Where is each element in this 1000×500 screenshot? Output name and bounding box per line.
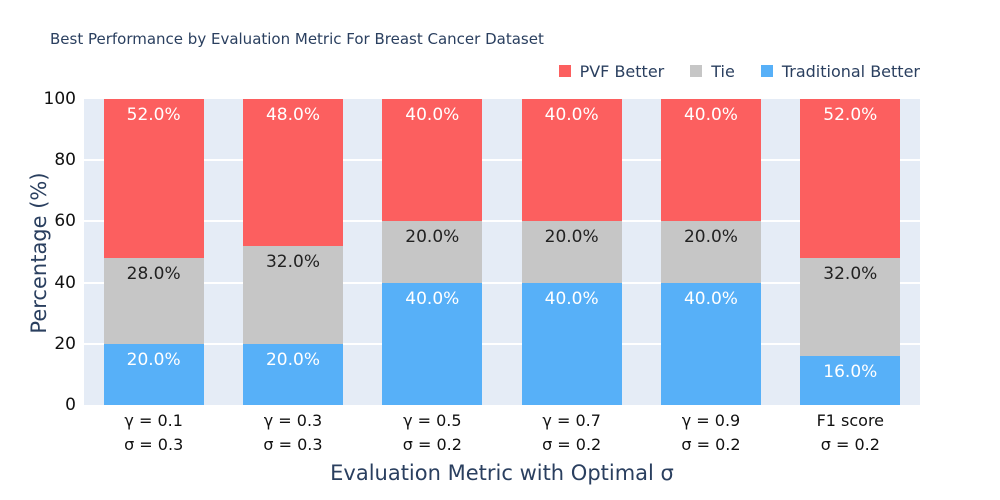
bar-group-gamma-0.9: 40.0% 20.0% 40.0% xyxy=(641,99,780,405)
segment-tie: 20.0% xyxy=(382,221,483,283)
x-tick-line1: γ = 0.5 xyxy=(403,411,462,430)
stacked-bar: 52.0% 28.0% 20.0% xyxy=(103,99,204,405)
legend-item-traditional-better[interactable]: Traditional Better xyxy=(760,61,920,81)
legend-label: PVF Better xyxy=(579,61,665,81)
x-tick-gamma-0.5: γ = 0.5 σ = 0.2 xyxy=(363,409,502,457)
segment-value-label: 32.0% xyxy=(823,264,878,285)
segment-traditional-better: 20.0% xyxy=(103,343,204,405)
legend-label: Tie xyxy=(711,61,735,81)
y-tick: 60 xyxy=(54,211,76,231)
gridline-20 xyxy=(84,343,920,345)
y-axis-ticks: 100 80 60 40 20 0 xyxy=(30,89,76,415)
segment-pvf-better: 40.0% xyxy=(660,99,761,222)
segment-value-label: 40.0% xyxy=(683,288,738,309)
segment-value-label: 40.0% xyxy=(544,288,599,309)
segment-pvf-better: 40.0% xyxy=(521,99,622,222)
segment-tie: 28.0% xyxy=(103,258,204,344)
segment-value-label: 20.0% xyxy=(126,349,181,370)
bar-group-gamma-0.3: 48.0% 32.0% 20.0% xyxy=(223,99,362,405)
x-tick-line2: σ = 0.2 xyxy=(681,435,741,454)
x-tick-line1: γ = 0.7 xyxy=(542,411,601,430)
y-tick: 0 xyxy=(65,395,76,415)
x-tick-line2: σ = 0.3 xyxy=(124,435,184,454)
gridline-80 xyxy=(84,159,920,161)
x-tick-line1: γ = 0.1 xyxy=(124,411,183,430)
segment-traditional-better: 16.0% xyxy=(800,356,901,405)
segment-value-label: 52.0% xyxy=(126,105,181,125)
segment-value-label: 20.0% xyxy=(265,349,320,370)
x-tick-gamma-0.3: γ = 0.3 σ = 0.3 xyxy=(223,409,362,457)
gridline-40 xyxy=(84,282,920,284)
gridline-60 xyxy=(84,220,920,222)
segment-traditional-better: 40.0% xyxy=(382,282,483,405)
x-axis-ticks: γ = 0.1 σ = 0.3 γ = 0.3 σ = 0.3 γ = 0.5 … xyxy=(84,409,920,457)
stacked-bar: 40.0% 20.0% 40.0% xyxy=(382,99,483,405)
segment-traditional-better: 20.0% xyxy=(242,343,343,405)
stacked-bar: 40.0% 20.0% 40.0% xyxy=(521,99,622,405)
segment-value-label: 20.0% xyxy=(683,227,738,248)
stacked-bar: 40.0% 20.0% 40.0% xyxy=(660,99,761,405)
legend-swatch-pvf-icon xyxy=(558,65,571,77)
plot-area: 52.0% 28.0% 20.0% 48.0% 32.0% xyxy=(84,99,920,405)
x-tick-line2: σ = 0.2 xyxy=(542,435,602,454)
bar-group-gamma-0.7: 40.0% 20.0% 40.0% xyxy=(502,99,641,405)
bar-group-f1-score: 52.0% 32.0% 16.0% xyxy=(781,99,920,405)
segment-value-label: 52.0% xyxy=(823,105,878,125)
segment-pvf-better: 40.0% xyxy=(382,99,483,222)
y-tick: 100 xyxy=(43,89,76,109)
segment-tie: 32.0% xyxy=(242,245,343,344)
x-tick-line1: γ = 0.3 xyxy=(263,411,323,430)
x-tick-line2: σ = 0.2 xyxy=(402,435,462,454)
x-tick-gamma-0.9: γ = 0.9 σ = 0.2 xyxy=(641,409,780,457)
segment-value-label: 28.0% xyxy=(126,264,181,285)
segment-tie: 20.0% xyxy=(521,221,622,283)
segment-traditional-better: 40.0% xyxy=(521,282,622,405)
segment-pvf-better: 48.0% xyxy=(242,99,343,246)
x-tick-gamma-0.1: γ = 0.1 σ = 0.3 xyxy=(84,409,223,457)
y-tick: 20 xyxy=(54,334,76,354)
legend-item-tie[interactable]: Tie xyxy=(690,62,735,81)
x-tick-f1-score: F1 score σ = 0.2 xyxy=(781,409,920,457)
segment-value-label: 40.0% xyxy=(683,105,738,125)
y-tick: 80 xyxy=(54,150,76,170)
segment-value-label: 40.0% xyxy=(405,105,460,125)
legend-swatch-traditional-icon xyxy=(760,65,773,77)
segment-value-label: 40.0% xyxy=(405,288,460,309)
segment-value-label: 48.0% xyxy=(265,105,320,125)
segment-tie: 20.0% xyxy=(660,221,761,283)
segment-value-label: 20.0% xyxy=(405,227,460,248)
x-tick-line2: σ = 0.3 xyxy=(263,435,323,454)
segment-pvf-better: 52.0% xyxy=(103,99,204,259)
segment-traditional-better: 40.0% xyxy=(660,282,761,405)
bar-groups: 52.0% 28.0% 20.0% 48.0% 32.0% xyxy=(84,99,920,405)
segment-value-label: 16.0% xyxy=(823,362,878,383)
bar-group-gamma-0.5: 40.0% 20.0% 40.0% xyxy=(363,99,502,405)
x-tick-line2: σ = 0.2 xyxy=(820,435,880,454)
legend: PVF Better Tie Traditional Better xyxy=(84,58,920,84)
stacked-bar: 48.0% 32.0% 20.0% xyxy=(242,99,343,405)
bar-group-gamma-0.1: 52.0% 28.0% 20.0% xyxy=(84,99,223,405)
x-axis-title: Evaluation Metric with Optimal σ xyxy=(330,461,674,485)
stacked-bar: 52.0% 32.0% 16.0% xyxy=(800,99,901,405)
x-tick-gamma-0.7: γ = 0.7 σ = 0.2 xyxy=(502,409,641,457)
segment-value-label: 20.0% xyxy=(544,227,599,248)
legend-label: Traditional Better xyxy=(781,61,920,81)
segment-tie: 32.0% xyxy=(800,258,901,357)
chart-title: Best Performance by Evaluation Metric Fo… xyxy=(50,30,544,48)
legend-swatch-tie-icon xyxy=(690,65,703,77)
segment-value-label: 40.0% xyxy=(544,105,599,125)
segment-pvf-better: 52.0% xyxy=(800,99,901,259)
segment-value-label: 32.0% xyxy=(265,251,320,272)
x-tick-line1: γ = 0.9 xyxy=(681,411,741,430)
legend-item-pvf-better[interactable]: PVF Better xyxy=(558,61,665,81)
y-tick: 40 xyxy=(54,273,76,293)
x-tick-line1: F1 score xyxy=(816,411,885,430)
